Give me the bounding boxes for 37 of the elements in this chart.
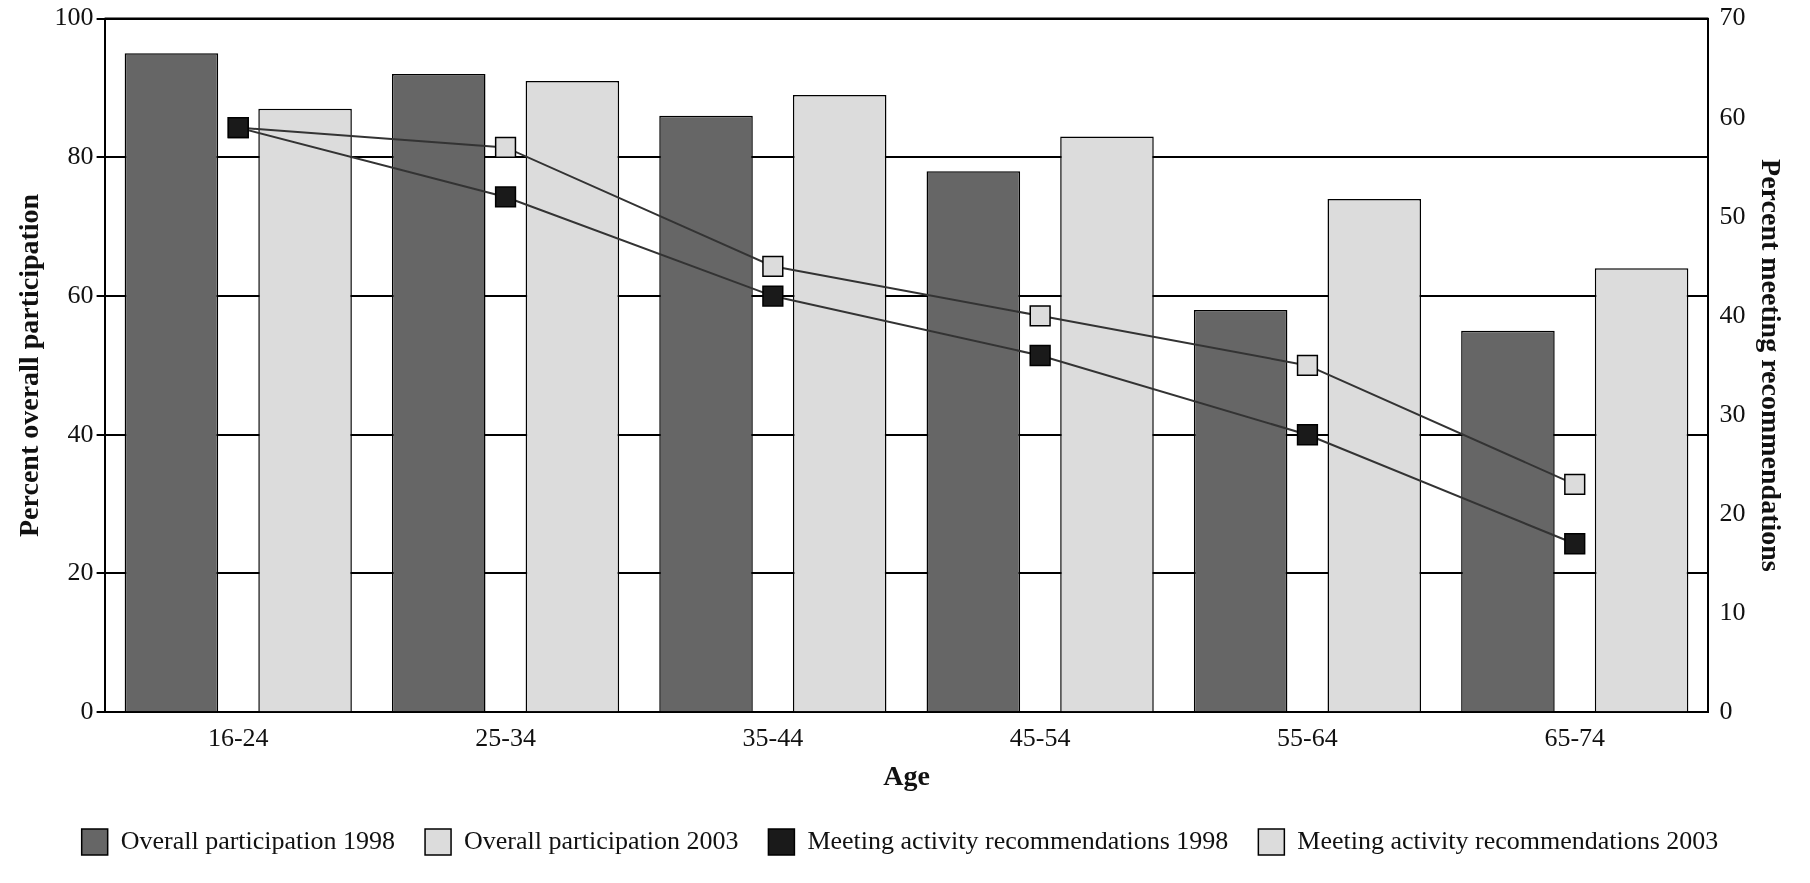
y-tick-label: 100 (54, 2, 94, 32)
point (762, 255, 784, 277)
legend-label: Overall participation 1998 (120, 825, 396, 855)
x-tick-label: 65-74 (1544, 722, 1606, 752)
y-axis-title: Percent overall participation (13, 193, 45, 537)
point (1029, 305, 1051, 327)
y2-tick-label: 20 (1719, 497, 1746, 527)
y-tick-label: 20 (67, 557, 94, 587)
legend-label: Overall participation 2003 (464, 825, 739, 855)
y-tick-label: 40 (67, 418, 94, 448)
point (1564, 473, 1586, 495)
point (494, 136, 517, 159)
x-tick-label: 35-44 (742, 722, 804, 752)
y2-tick-label: 70 (1719, 2, 1746, 32)
x-tick-label: 25-34 (475, 722, 536, 752)
x-axis-title: Age (883, 760, 930, 792)
x-tick-label: 45-54 (1009, 722, 1071, 752)
point (1296, 354, 1319, 377)
y2-axis-title: Percent meeting recommendations (1755, 159, 1787, 572)
y2-tick-label: 50 (1719, 200, 1746, 230)
point (494, 186, 517, 208)
y2-tick-label: 10 (1719, 596, 1746, 626)
y2-tick-label: 0 (1719, 696, 1733, 726)
y2-tick-label: 40 (1719, 299, 1746, 329)
y-tick-label: 60 (67, 279, 94, 309)
point (762, 285, 784, 307)
y-tick-label: 0 (80, 696, 94, 726)
legend-label: Meeting activity recommendations 1998 (807, 825, 1229, 855)
x-tick-label: 55-64 (1277, 722, 1338, 752)
y2-tick-label: 60 (1719, 101, 1746, 131)
point (1029, 344, 1051, 367)
y2-tick-label: 30 (1719, 398, 1746, 428)
point (1564, 533, 1586, 555)
y-tick-label: 80 (67, 141, 94, 171)
legend-label: Meeting activity recommendations 2003 (1297, 825, 1719, 855)
point (1296, 424, 1319, 446)
x-tick-label: 16-24 (207, 722, 269, 752)
